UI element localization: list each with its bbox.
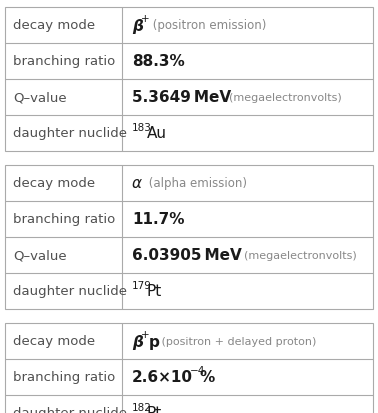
Text: %: % [199,370,214,385]
Text: −4: −4 [190,365,205,375]
Text: +: + [141,329,150,339]
Text: branching ratio: branching ratio [13,55,115,68]
Text: decay mode: decay mode [13,335,95,348]
Text: 88.3%: 88.3% [132,55,185,69]
Text: Q–value: Q–value [13,91,67,104]
Text: (positron + delayed proton): (positron + delayed proton) [158,336,316,346]
Text: decay mode: decay mode [13,19,95,33]
Text: (positron emission): (positron emission) [149,19,266,33]
Bar [5,323,373,413]
Text: daughter nuclide: daughter nuclide [13,285,127,298]
Text: 179: 179 [132,280,152,290]
Text: (alpha emission): (alpha emission) [145,177,247,190]
Text: 2.6×10: 2.6×10 [132,370,193,385]
Text: +: + [141,14,150,24]
Text: branching ratio: branching ratio [13,370,115,384]
Text: 6.03905 MeV: 6.03905 MeV [132,248,242,263]
Text: β: β [132,19,143,33]
Text: p: p [149,334,160,349]
Text: branching ratio: branching ratio [13,213,115,226]
Text: Pt: Pt [147,406,162,413]
Text: daughter nuclide: daughter nuclide [13,406,127,413]
Text: Pt: Pt [147,284,162,299]
Text: decay mode: decay mode [13,177,95,190]
Text: Au: Au [147,126,167,141]
Text: (megaelectronvolts): (megaelectronvolts) [237,250,357,260]
Text: α: α [132,176,142,191]
Text: 11.7%: 11.7% [132,212,184,227]
Bar [5,166,373,309]
Bar [5,8,373,152]
Text: 182: 182 [132,402,152,412]
Text: (megaelectronvolts): (megaelectronvolts) [222,93,342,103]
Text: Q–value: Q–value [13,249,67,262]
Text: 183: 183 [132,123,152,133]
Text: β: β [132,334,143,349]
Text: daughter nuclide: daughter nuclide [13,127,127,140]
Text: 5.3649 MeV: 5.3649 MeV [132,90,231,105]
